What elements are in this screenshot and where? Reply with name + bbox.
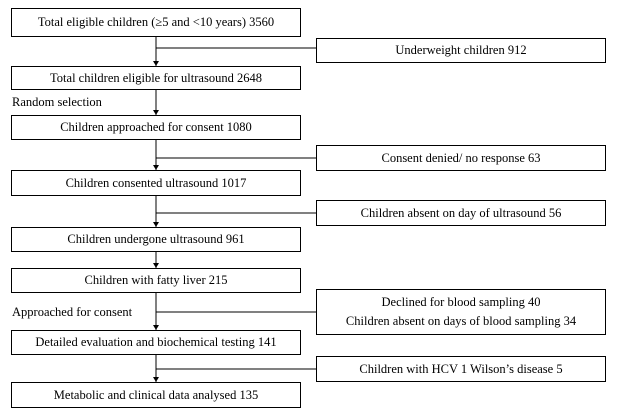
box-consent-denied-text: Consent denied/ no response 63	[381, 150, 541, 165]
box-hcv-wilson: Children with HCV 1 Wilson’s disease 5	[316, 356, 606, 382]
box-approached-consent: Children approached for consent 1080	[11, 115, 301, 140]
box-underweight: Underweight children 912	[316, 38, 606, 63]
box-absent-ultrasound: Children absent on day of ultrasound 56	[316, 200, 606, 226]
box-hcv-wilson-text: Children with HCV 1 Wilson’s disease 5	[359, 361, 563, 376]
box-total-eligible: Total eligible children (≥5 and <10 year…	[11, 8, 301, 37]
box-absent-blood-text: Children absent on days of blood samplin…	[345, 314, 577, 328]
box-fatty-liver-text: Children with fatty liver 215	[84, 273, 228, 287]
label-random-selection: Random selection	[12, 95, 102, 109]
label-approached-for-consent: Approached for consent	[12, 305, 133, 319]
box-detailed-evaluation: Detailed evaluation and biochemical test…	[11, 330, 301, 355]
box-fatty-liver: Children with fatty liver 215	[11, 268, 301, 293]
box-eligible-ultrasound-text: Total children eligible for ultrasound 2…	[50, 70, 262, 85]
box-detailed-evaluation-text: Detailed evaluation and biochemical test…	[35, 335, 277, 349]
box-data-analysed-text: Metabolic and clinical data analysed 135	[53, 387, 259, 402]
box-total-eligible-text: Total eligible children (≥5 and <10 year…	[37, 15, 275, 29]
box-consented-ultrasound: Children consented ultrasound 1017	[11, 170, 301, 196]
box-underweight-text: Underweight children 912	[395, 43, 527, 57]
box-approached-consent-text: Children approached for consent 1080	[60, 120, 252, 134]
box-blood-sampling-exclusions: Declined for blood sampling 40 Children …	[316, 289, 606, 335]
box-absent-ultrasound-text: Children absent on day of ultrasound 56	[360, 205, 562, 220]
box-data-analysed: Metabolic and clinical data analysed 135	[11, 382, 301, 408]
box-consent-denied: Consent denied/ no response 63	[316, 145, 606, 171]
box-consented-ultrasound-text: Children consented ultrasound 1017	[65, 175, 247, 190]
box-declined-blood-text: Declined for blood sampling 40	[381, 295, 541, 309]
box-eligible-ultrasound: Total children eligible for ultrasound 2…	[11, 66, 301, 90]
box-undergone-ultrasound-text: Children undergone ultrasound 961	[67, 232, 245, 246]
box-undergone-ultrasound: Children undergone ultrasound 961	[11, 227, 301, 252]
